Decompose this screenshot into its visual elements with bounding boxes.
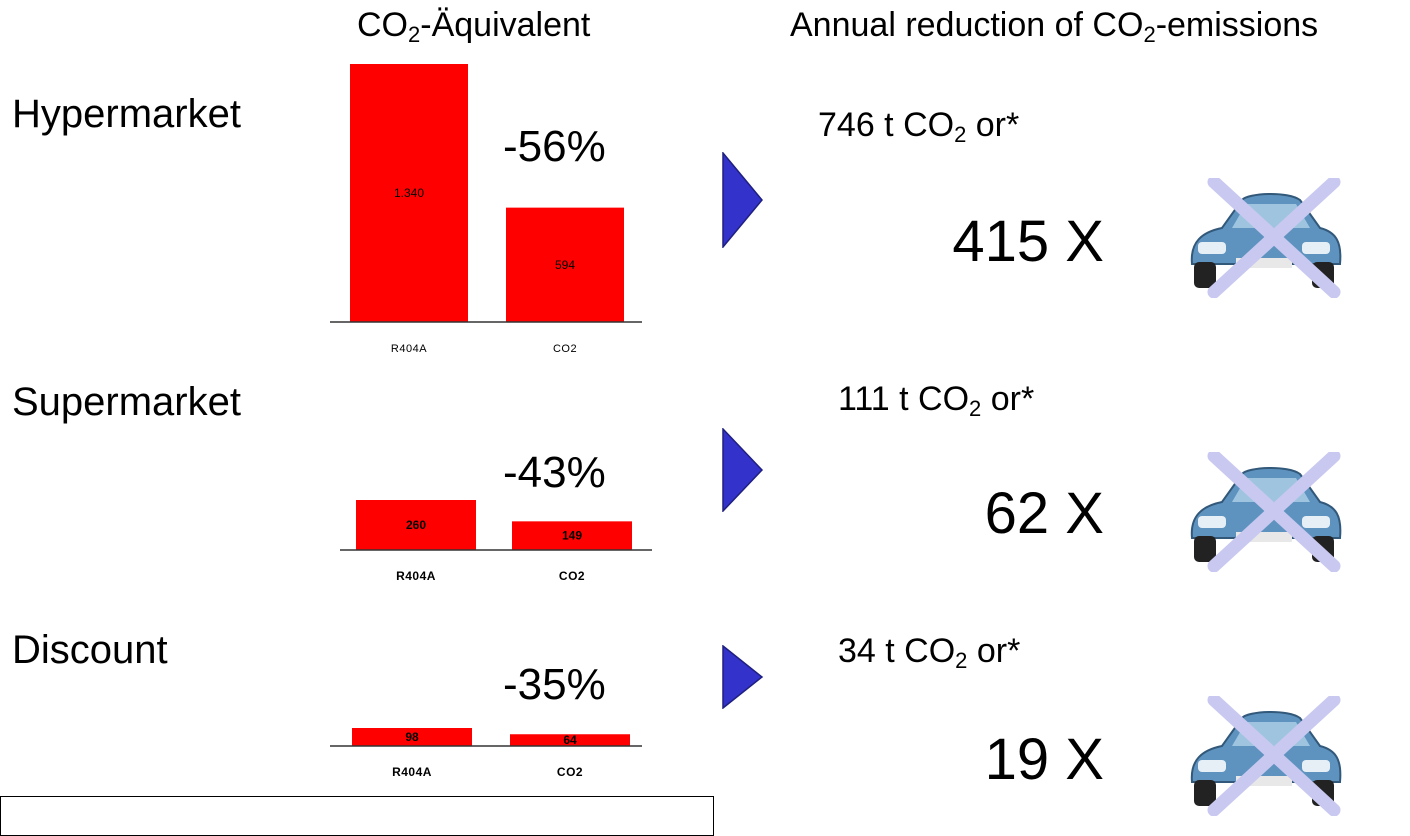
bar-co2 xyxy=(510,734,630,746)
tonnes-text-discount: 34 t CO2 or* xyxy=(838,632,1021,673)
tonnes-text-hypermarket: 746 t CO2 or* xyxy=(818,106,1020,147)
bar-value-label: 594 xyxy=(555,258,575,272)
bar-value-label: 64 xyxy=(563,733,577,747)
car-count-hypermarket: 415 X xyxy=(952,209,1104,274)
bar-chart-hypermarket: 1.340 R404A 594 CO2 xyxy=(330,62,650,362)
category-tick-label: CO2 xyxy=(553,343,577,355)
category-tick-label: CO2 xyxy=(559,569,585,583)
arrow-icon xyxy=(722,428,764,512)
bar-value-label: 98 xyxy=(405,730,419,744)
reduction-percent-supermarket: -43% xyxy=(503,448,606,497)
category-tick-label: R404A xyxy=(392,765,432,779)
bar-value-label: 260 xyxy=(406,518,426,532)
crossed-out-car-icon xyxy=(1190,178,1342,298)
car-count-supermarket: 62 X xyxy=(984,481,1104,546)
store-label-discount: Discount xyxy=(12,628,168,672)
bar-value-label: 1.340 xyxy=(394,186,424,200)
car-count-discount: 19 X xyxy=(984,727,1104,792)
category-tick-label: R404A xyxy=(396,569,436,583)
crossed-out-car-icon xyxy=(1190,696,1342,816)
store-label-supermarket: Supermarket xyxy=(12,380,241,424)
bar-co2 xyxy=(512,521,632,550)
bar-r404a xyxy=(356,500,476,550)
reduction-percent-hypermarket: -56% xyxy=(503,122,606,171)
bar-chart-supermarket: 260 R404A 149 CO2 xyxy=(340,498,660,598)
tonnes-text-supermarket: 111 t CO2 or* xyxy=(838,380,1035,421)
bar-r404a xyxy=(352,728,472,746)
crossed-out-car-icon xyxy=(1190,452,1342,572)
reduction-percent-discount: -35% xyxy=(503,660,606,709)
arrow-icon xyxy=(722,645,764,709)
store-label-hypermarket: Hypermarket xyxy=(12,92,241,136)
bar-value-label: 149 xyxy=(562,529,582,543)
reduction-column-header: Annual reduction of CO2-emissions xyxy=(790,6,1319,47)
category-tick-label: CO2 xyxy=(557,765,583,779)
bar-r404a xyxy=(350,64,468,322)
chart-column-header: CO2-Äquivalent xyxy=(357,6,591,47)
category-tick-label: R404A xyxy=(391,343,427,355)
arrow-icon xyxy=(722,152,763,248)
bar-chart-discount-svg: 98 R404A 64 CO2 xyxy=(330,728,642,779)
bar-chart-hypermarket-svg: 1.340 R404A 594 CO2 xyxy=(330,64,642,355)
bar-co2 xyxy=(506,207,624,322)
bar-chart-discount: 98 R404A 64 CO2 xyxy=(330,726,650,786)
bar-chart-supermarket-svg: 260 R404A 149 CO2 xyxy=(340,500,652,583)
footnote-box xyxy=(0,796,714,836)
